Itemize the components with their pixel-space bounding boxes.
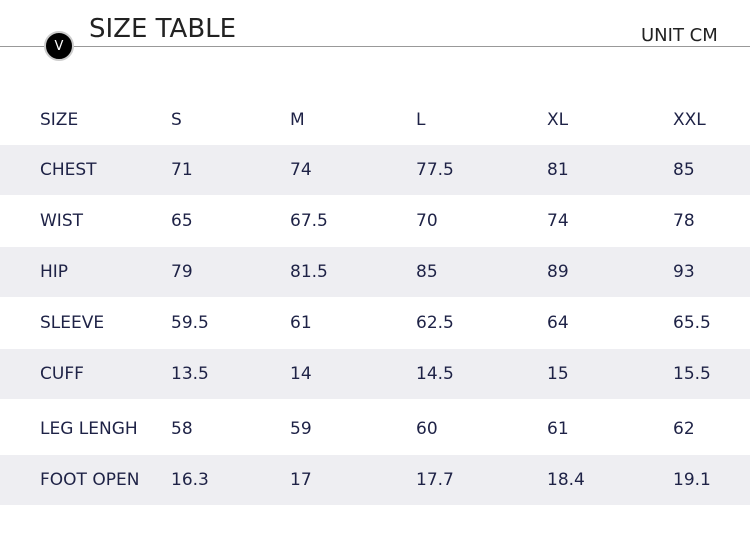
table-cell: 79 bbox=[171, 262, 193, 282]
column-header: M bbox=[290, 110, 305, 130]
table-cell: 65.5 bbox=[673, 313, 711, 333]
table-cell: 71 bbox=[171, 160, 193, 180]
table-cell: 15 bbox=[547, 364, 569, 384]
title: SIZE TABLE bbox=[89, 14, 237, 44]
table-cell: 89 bbox=[547, 262, 569, 282]
table-cell: 93 bbox=[673, 262, 695, 282]
table-row: WIST 65 67.5 70 74 78 bbox=[0, 196, 750, 246]
table-cell: 19.1 bbox=[673, 470, 711, 490]
table-cell: 13.5 bbox=[171, 364, 209, 384]
table-cell: 59.5 bbox=[171, 313, 209, 333]
table-cell: 64 bbox=[547, 313, 569, 333]
table-cell: 74 bbox=[547, 211, 569, 231]
header-row: SIZE S M L XL XXL bbox=[0, 95, 750, 145]
row-label: SLEEVE bbox=[40, 313, 105, 333]
table-row: CUFF 13.5 14 14.5 15 15.5 bbox=[0, 349, 750, 399]
row-label: FOOT OPEN bbox=[40, 470, 140, 490]
row-label: CHEST bbox=[40, 160, 97, 180]
table-row: HIP 79 81.5 85 89 93 bbox=[0, 247, 750, 297]
table-cell: 62 bbox=[673, 419, 695, 439]
table-cell: 59 bbox=[290, 419, 312, 439]
table-cell: 16.3 bbox=[171, 470, 209, 490]
table-cell: 17 bbox=[290, 470, 312, 490]
table-cell: 17.7 bbox=[416, 470, 454, 490]
column-header: XL bbox=[547, 110, 569, 130]
column-header: SIZE bbox=[40, 110, 79, 130]
table-cell: 18.4 bbox=[547, 470, 585, 490]
table-cell: 70 bbox=[416, 211, 438, 231]
table-row: SLEEVE 59.5 61 62.5 64 65.5 bbox=[0, 298, 750, 348]
table-cell: 65 bbox=[171, 211, 193, 231]
table-cell: 60 bbox=[416, 419, 438, 439]
column-header: L bbox=[416, 110, 426, 130]
table-row: CHEST 71 74 77.5 81 85 bbox=[0, 145, 750, 195]
table-cell: 85 bbox=[416, 262, 438, 282]
row-label: WIST bbox=[40, 211, 83, 231]
row-label: CUFF bbox=[40, 364, 84, 384]
column-header: XXL bbox=[673, 110, 706, 130]
table-cell: 81.5 bbox=[290, 262, 328, 282]
table-cell: 61 bbox=[290, 313, 312, 333]
table-cell: 81 bbox=[547, 160, 569, 180]
table-row: FOOT OPEN 16.3 17 17.7 18.4 19.1 bbox=[0, 455, 750, 505]
row-label: LEG LENGH bbox=[40, 419, 138, 439]
table-cell: 14.5 bbox=[416, 364, 454, 384]
table-row: LEG LENGH 58 59 60 61 62 bbox=[0, 404, 750, 454]
table-cell: 62.5 bbox=[416, 313, 454, 333]
table-cell: 74 bbox=[290, 160, 312, 180]
badge: V bbox=[44, 31, 74, 61]
column-header: S bbox=[171, 110, 182, 130]
table-cell: 61 bbox=[547, 419, 569, 439]
unit: UNIT CM bbox=[641, 25, 718, 46]
table-cell: 85 bbox=[673, 160, 695, 180]
table-cell: 67.5 bbox=[290, 211, 328, 231]
table-cell: 15.5 bbox=[673, 364, 711, 384]
table-cell: 14 bbox=[290, 364, 312, 384]
table-cell: 78 bbox=[673, 211, 695, 231]
header-rule bbox=[0, 46, 750, 47]
table-cell: 58 bbox=[171, 419, 193, 439]
table-cell: 77.5 bbox=[416, 160, 454, 180]
row-label: HIP bbox=[40, 262, 69, 282]
